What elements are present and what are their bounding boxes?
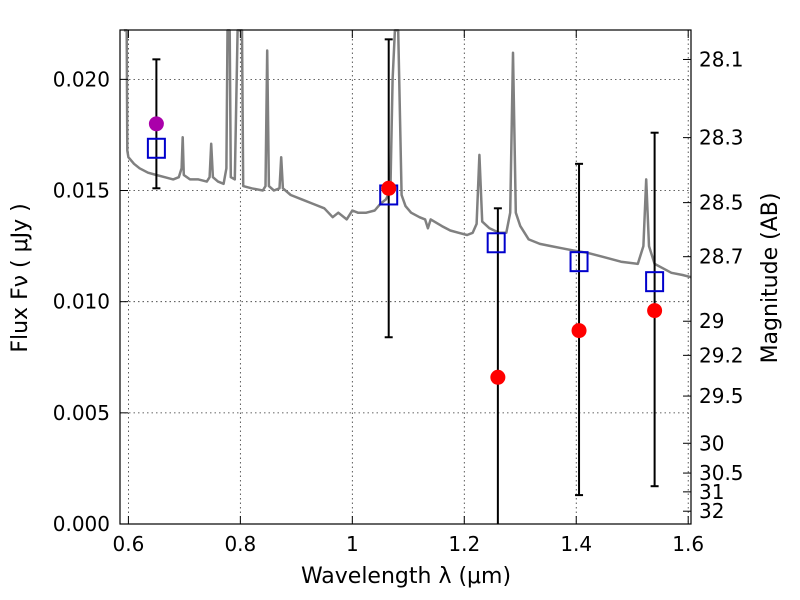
x-tick-label: 1	[346, 532, 359, 556]
model-flux-box	[146, 137, 166, 159]
observed-flux-point	[148, 116, 164, 132]
x-tick-label: 1.6	[672, 532, 704, 556]
right-tick-label: 30	[699, 431, 724, 455]
right-tick-label: 28.7	[699, 245, 744, 269]
right-tick-label: 31	[699, 480, 724, 504]
y-tick-label: 0.005	[53, 401, 110, 425]
model-flux-box	[569, 251, 589, 273]
y-tick-label: 0.015	[53, 179, 110, 203]
right-tick-label: 28.3	[699, 126, 744, 150]
model-flux-boxes	[146, 137, 665, 293]
model-spectrum-line	[123, 29, 692, 279]
observed-flux-points	[148, 116, 663, 385]
right-tick-label: 29.5	[699, 384, 744, 408]
observed-flux-point	[381, 180, 397, 196]
x-tick-label: 1.2	[448, 532, 480, 556]
right-tick-label: 28.5	[699, 191, 744, 215]
right-tick-label: 32	[699, 499, 724, 523]
y-tick-label: 0.010	[53, 290, 110, 314]
y-axis-title: Flux Fν ( μJy )	[8, 203, 33, 352]
x-tick-label: 1.4	[560, 532, 592, 556]
observed-flux-point	[571, 323, 587, 339]
model-spectrum-layer	[123, 29, 692, 279]
x-tick-label: 0.8	[224, 532, 256, 556]
observed-flux-point	[490, 369, 506, 385]
right-tick-label: 29	[699, 309, 724, 333]
x-tick-label: 0.6	[112, 532, 144, 556]
x-axis-title: Wavelength λ (μm)	[301, 564, 511, 589]
y-tick-label: 0.000	[53, 512, 110, 536]
plot-frame	[119, 29, 692, 525]
y-tick-label: 0.020	[53, 67, 110, 91]
model-flux-box	[645, 271, 665, 293]
model-flux-box	[486, 232, 506, 254]
right-tick-label: 29.2	[699, 343, 744, 367]
axis-ticks: 0.6 0.8 1 1.2 1.4 1.6 0.000 0.005 0.010 0.015 0.02…	[53, 30, 744, 556]
right-tick-label: 30.5	[699, 461, 744, 485]
right-tick-label: 28.1	[699, 47, 744, 71]
observed-flux-point	[647, 303, 663, 319]
y-axis-right-title: Magnitude (AB)	[758, 193, 783, 364]
